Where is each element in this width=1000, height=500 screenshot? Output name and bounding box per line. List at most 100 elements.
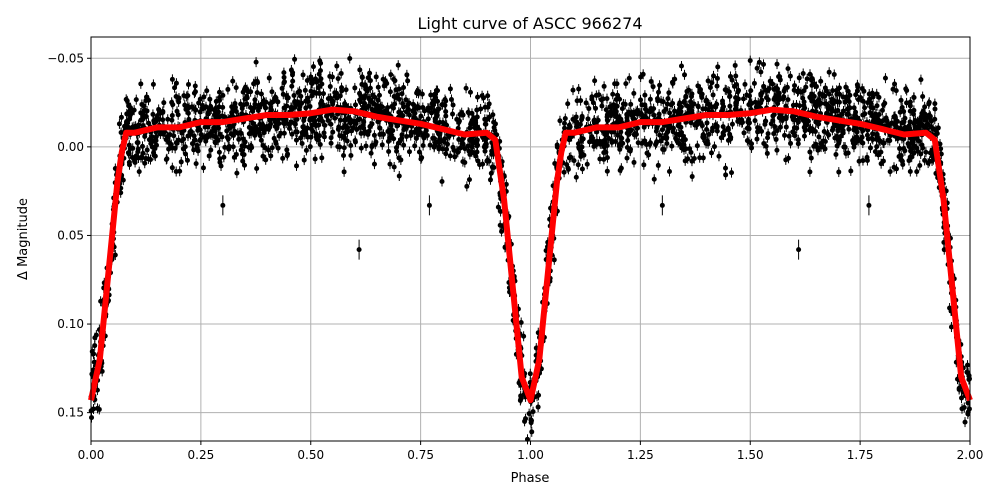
data-point [714,83,720,89]
data-point [178,159,184,165]
data-point [240,158,246,164]
data-point [299,140,305,146]
data-point [807,71,813,77]
data-point [782,132,788,138]
data-point [450,102,456,108]
data-point [284,147,290,153]
data-point [337,117,343,123]
data-point [831,71,837,77]
data-point [776,90,782,96]
data-point [485,93,491,99]
data-point [659,127,665,133]
data-point [308,134,314,140]
data-point [518,396,524,402]
data-point [691,101,697,107]
data-point [345,115,351,121]
data-point [172,85,178,91]
data-point [759,128,765,134]
data-point [804,76,810,82]
data-point [948,324,954,330]
data-point [467,89,473,95]
data-point [133,97,139,103]
data-point [252,97,258,103]
data-point [420,143,426,149]
data-point [300,124,306,130]
data-point [291,93,297,99]
data-point [618,129,624,135]
data-point [901,146,907,152]
data-point [452,154,458,160]
data-point [169,112,175,118]
data-point [498,209,504,215]
data-point [910,111,916,117]
data-point [714,75,720,81]
data-point [836,140,842,146]
data-point [732,106,738,112]
data-point [573,124,579,130]
data-point [455,125,461,131]
data-point [830,98,836,104]
data-point [232,128,238,134]
data-point [772,124,778,130]
data-point [908,148,914,154]
data-point [200,165,206,171]
data-point [689,107,695,113]
data-point [197,109,203,115]
data-point [379,142,385,148]
data-point [916,138,922,144]
data-point [873,111,879,117]
data-point [487,177,493,183]
data-point [926,99,932,105]
data-point [293,137,299,143]
data-point [414,90,420,96]
data-point [842,99,848,105]
data-point [334,63,340,69]
data-point [591,120,597,126]
data-point [628,101,634,107]
data-point [488,170,494,176]
data-point [206,153,212,159]
data-point [700,132,706,138]
data-point [207,131,213,137]
data-point [857,94,863,100]
data-point [596,92,602,98]
data-point [138,81,144,87]
data-point [666,90,672,96]
data-point [709,150,715,156]
data-point [751,80,757,86]
data-point [860,140,866,146]
data-point [447,153,453,159]
data-point [829,108,835,114]
data-point [589,135,595,141]
data-point [624,130,630,136]
data-point [135,146,141,152]
data-point [92,343,98,349]
data-point [319,118,325,124]
data-point [601,150,607,156]
data-point [327,84,333,90]
data-point [688,149,694,155]
data-point [840,94,846,100]
data-point [327,95,333,101]
data-point [773,136,779,142]
data-point [650,84,656,90]
data-point [745,119,751,125]
data-point [752,118,758,124]
data-point [899,158,905,164]
data-point [579,166,585,172]
data-point [281,80,287,86]
data-point [935,125,941,131]
data-point [272,94,278,100]
data-point [348,152,354,158]
data-point [175,112,181,118]
data-point [787,73,793,79]
data-point [353,121,359,127]
data-point [192,137,198,143]
data-point [813,104,819,110]
data-point [131,107,137,113]
data-point [145,156,151,162]
data-point [813,84,819,90]
data-point [841,144,847,150]
data-point [317,58,323,64]
data-point [651,176,657,182]
